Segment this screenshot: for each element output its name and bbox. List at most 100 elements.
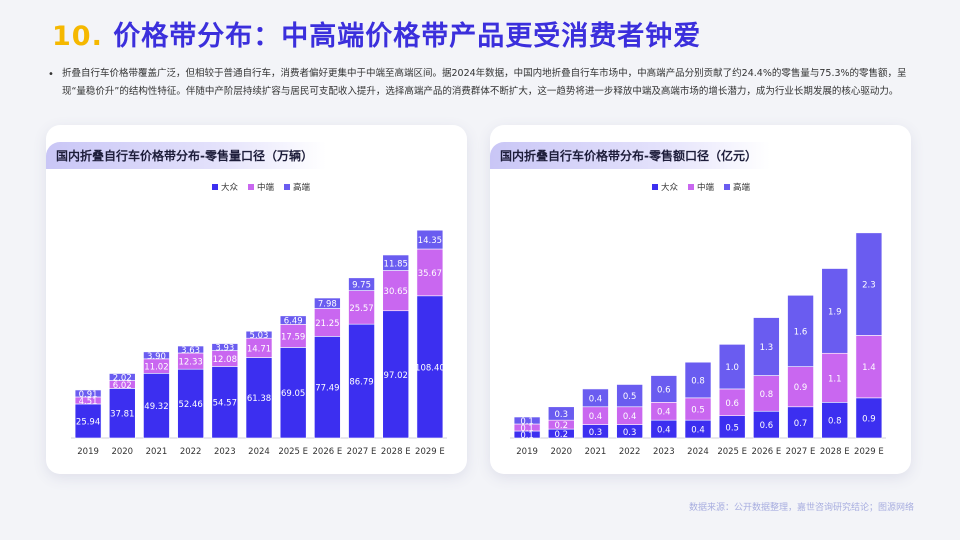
- data-label-mid: 17.59: [281, 332, 305, 342]
- bar-segment-high: [787, 294, 814, 367]
- bar-segment-high: [616, 384, 643, 408]
- legend-swatch-high: [724, 184, 731, 190]
- x-tick-label: 2027 E: [347, 447, 377, 457]
- bar-segment-mid: [348, 290, 375, 325]
- x-tick-label: 2025 E: [278, 447, 308, 457]
- x-tick-label: 2023: [214, 447, 236, 457]
- data-label-high: 0.5: [623, 392, 637, 402]
- bar-segment-high: [211, 343, 239, 351]
- data-label-mid: 0.8: [760, 390, 774, 400]
- bar-segment-high: [684, 361, 712, 399]
- bar-segment-high: [821, 268, 849, 354]
- data-label-mass: 0.4: [657, 426, 671, 436]
- x-tick-label: 2026 E: [752, 447, 782, 457]
- legend-label-mid: 中端: [697, 183, 715, 193]
- data-label-mid: 14.71: [247, 344, 271, 354]
- x-tick-label: 2024: [687, 447, 709, 457]
- bar-segment-high: [513, 416, 541, 425]
- data-label-mass: 49.32: [144, 402, 168, 412]
- data-label-mid: 0.5: [691, 406, 705, 416]
- data-label-mass: 0.5: [725, 423, 739, 433]
- data-label-mass: 0.7: [794, 419, 808, 429]
- x-tick-label: 2028 E: [820, 447, 850, 457]
- revenue-chart-card: 国内折叠自行车价格带分布-零售额口径（亿元） 大众 中端 高端 0.1 0.1 0.…: [490, 125, 911, 474]
- data-label-high: 0.91: [79, 390, 98, 400]
- data-label-high: 0.3: [555, 410, 569, 420]
- bar-segment-mass: [108, 388, 136, 439]
- data-label-mid: 4.51: [79, 397, 98, 407]
- revenue-chart-title: 国内折叠自行车价格带分布-零售额口径（亿元）: [500, 149, 757, 163]
- data-label-high: 7.98: [318, 300, 337, 310]
- bar-segment-high: [143, 351, 170, 360]
- volume-chart-title: 国内折叠自行车价格带分布-零售量口径（万辆）: [56, 149, 313, 163]
- bar-segment-mid: [382, 270, 410, 312]
- bar-segment-mid: [718, 388, 746, 417]
- data-source-note: 数据来源：公开数据整理，嘉世咨询研究结论；图源网络: [688, 503, 914, 513]
- bullet-icon: •: [48, 69, 54, 80]
- bar-segment-high: [108, 373, 136, 381]
- x-tick-label: 2028 E: [381, 447, 411, 457]
- data-label-mid: 0.9: [794, 383, 808, 393]
- data-label-mass: 0.8: [828, 417, 842, 427]
- data-label-high: 3.63: [181, 346, 200, 356]
- data-label-high: 1.9: [828, 307, 842, 317]
- bar-segment-high: [382, 254, 410, 271]
- data-label-high: 0.1: [520, 417, 534, 427]
- page-number: 10.: [52, 21, 103, 52]
- bar-segment-high: [314, 297, 341, 309]
- volume-chart-plot: 25.94 4.510.91 2019 37.81 6.022.02 2020 49.32 1…: [71, 229, 447, 457]
- data-label-high: 0.6: [657, 385, 671, 395]
- x-tick-label: 2020: [111, 447, 133, 457]
- data-label-mid: 11.02: [144, 363, 168, 373]
- data-label-mass: 0.2: [555, 430, 569, 440]
- legend-label-high: 高端: [293, 183, 311, 193]
- data-label-mass: 37.81: [110, 410, 134, 420]
- legend-label-mid: 中端: [257, 183, 275, 193]
- bar-segment-mass: [382, 310, 410, 439]
- volume-chart-legend: 大众 中端 高端: [212, 181, 310, 193]
- legend-swatch-mid: [688, 184, 695, 190]
- legend-swatch-mid: [248, 184, 255, 190]
- legend-item-mid: 中端: [248, 181, 274, 193]
- data-label-mass: 61.38: [247, 394, 271, 404]
- summary-paragraph: 折叠自行车价格带覆盖广泛，但相较于普通自行车，消费者偏好更集中于中端至高端区间。…: [62, 68, 907, 97]
- bar-segment-high: [753, 317, 780, 376]
- data-label-mass: 97.02: [384, 371, 408, 381]
- bar-segment-high: [547, 406, 575, 421]
- data-label-high: 0.4: [589, 394, 603, 404]
- bar-segment-mid: [416, 248, 444, 297]
- data-label-mid: 1.4: [862, 363, 876, 373]
- bar-segment-high: [279, 315, 307, 325]
- page-title-text: 价格带分布：中高端价格带产品更受消费者钟爱: [113, 21, 702, 52]
- bar-segment-mid: [753, 375, 780, 412]
- bar-segment-mass: [855, 397, 883, 439]
- x-tick-label: 2019: [516, 447, 538, 457]
- data-label-high: 6.49: [284, 317, 303, 327]
- data-label-high: 14.35: [418, 236, 442, 246]
- bar-segment-high: [74, 389, 102, 398]
- legend-label-mass: 大众: [661, 183, 679, 193]
- data-label-high: 0.8: [691, 377, 705, 387]
- data-label-mid: 6.02: [113, 381, 132, 391]
- data-label-mid: 0.4: [589, 412, 603, 422]
- revenue-chart-header: [490, 142, 770, 169]
- data-label-mass: 0.3: [589, 428, 603, 438]
- x-tick-label: 2029 E: [854, 447, 884, 457]
- data-label-mass: 0.6: [760, 421, 774, 431]
- volume-chart-header: [46, 142, 326, 169]
- data-label-mass: 0.9: [862, 414, 876, 424]
- data-label-high: 1.0: [725, 363, 739, 373]
- legend-item-high: 高端: [724, 181, 750, 193]
- bar-segment-high: [245, 330, 273, 339]
- data-label-mid: 35.67: [418, 269, 442, 279]
- data-label-mass: 25.94: [76, 417, 100, 427]
- bar-segment-mass: [416, 295, 444, 439]
- bar-segment-mass: [753, 410, 780, 439]
- data-label-high: 11.85: [384, 259, 408, 269]
- bar-segment-mass: [143, 373, 170, 439]
- data-label-mid: 0.4: [623, 412, 637, 422]
- bar-segment-mass: [821, 402, 849, 439]
- data-label-mid: 0.1: [520, 424, 534, 434]
- data-label-mid: 30.65: [384, 287, 408, 297]
- legend-item-mass: 大众: [212, 181, 238, 193]
